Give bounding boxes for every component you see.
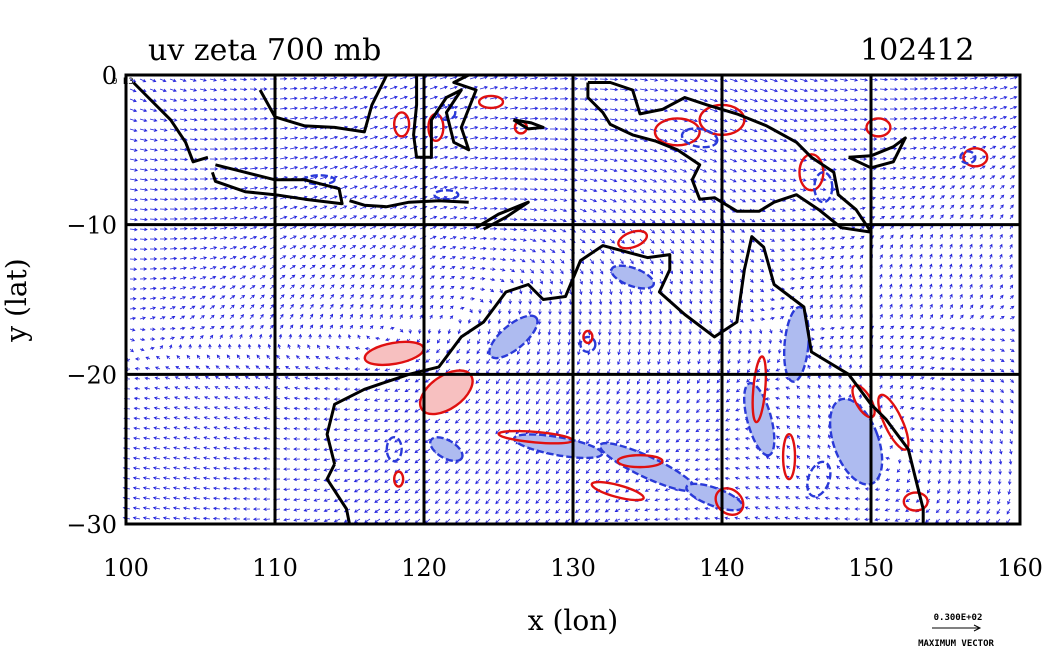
- x-axis-ticks: 100 110 120 130 140 150 160: [103, 554, 1043, 582]
- reference-vector-arrowhead: [973, 624, 982, 632]
- y-tick-label: −20: [66, 361, 117, 389]
- vorticity-contour-negative: [782, 305, 811, 383]
- grid-lines: [126, 75, 1020, 524]
- vorticity-contour-positive: [590, 480, 645, 502]
- coastline-sulawesi: [412, 73, 478, 159]
- vorticity-contour-positive: [781, 432, 797, 481]
- x-tick-label: 110: [252, 554, 298, 582]
- reference-vector-key: 0.300E+02 MAXIMUM VECTOR: [918, 613, 994, 649]
- vorticity-contour-negative: [488, 314, 539, 360]
- date-label: 102412: [860, 33, 975, 68]
- x-tick-label: 160: [997, 554, 1043, 582]
- vorticity-contour-negative: [806, 460, 832, 498]
- reference-vector-caption: MAXIMUM VECTOR: [918, 639, 994, 649]
- vorticity-contour-positive: [582, 329, 594, 345]
- x-axis-label: x (lon): [528, 604, 618, 637]
- vorticity-contour-positive: [393, 470, 405, 488]
- plot-frame: [124, 73, 1022, 526]
- vorticity-contour-positive: [477, 94, 505, 110]
- vorticity-contour-positive: [616, 453, 664, 469]
- coastline-timor: [475, 200, 530, 231]
- vorticity-contour-negative: [429, 436, 464, 463]
- y-axis-ticks: 0 −10 −20 −30: [66, 62, 117, 539]
- coastline-sumatra: [132, 81, 209, 164]
- vorticity-contour-positive: [653, 117, 701, 147]
- reference-vector-value: 0.300E+02: [934, 613, 983, 623]
- vorticity-contour-negative: [813, 171, 834, 204]
- x-tick-label: 140: [699, 554, 745, 582]
- corner-label: 0 E3: [112, 77, 134, 87]
- vorticity-contour-negative: [385, 435, 403, 463]
- vorticity-contour-negative: [610, 264, 656, 290]
- coastline-java: [210, 163, 344, 206]
- coastline-new-guinea: [586, 81, 873, 234]
- vorticity-contour-negative: [959, 150, 977, 165]
- y-tick-label: −30: [66, 511, 117, 539]
- vorticity-contour-positive: [751, 355, 768, 424]
- vorticity-contour-positive: [617, 229, 649, 250]
- chart-title: uv zeta 700 mb: [148, 33, 381, 68]
- vorticity-contour-positive: [877, 393, 910, 451]
- y-tick-label: 0: [102, 62, 117, 90]
- vorticity-contour-positive: [392, 111, 411, 138]
- y-tick-label: −10: [66, 212, 117, 240]
- corner-label-text: 0 E3: [112, 77, 134, 87]
- x-tick-label: 100: [103, 554, 149, 582]
- coastline-australia: [325, 235, 925, 524]
- x-tick-label: 150: [848, 554, 894, 582]
- x-tick-label: 130: [550, 554, 596, 582]
- coastline-maluku: [512, 118, 545, 131]
- plot-area: [122, 73, 1022, 526]
- vorticity-contours: [303, 94, 989, 517]
- vorticity-contour-positive: [902, 491, 929, 512]
- x-tick-label: 120: [401, 554, 447, 582]
- vorticity-contour-positive: [962, 147, 989, 168]
- vorticity-contour-negative: [433, 189, 460, 201]
- vorticity-contour-positive: [865, 117, 892, 138]
- coastline-lesser-sunda: [349, 199, 469, 209]
- vorticity-contour-negative: [680, 127, 719, 149]
- vorticity-contour-negative: [579, 335, 597, 354]
- coastline-australia-west: [325, 463, 351, 525]
- y-axis-label: y (lat): [0, 258, 33, 342]
